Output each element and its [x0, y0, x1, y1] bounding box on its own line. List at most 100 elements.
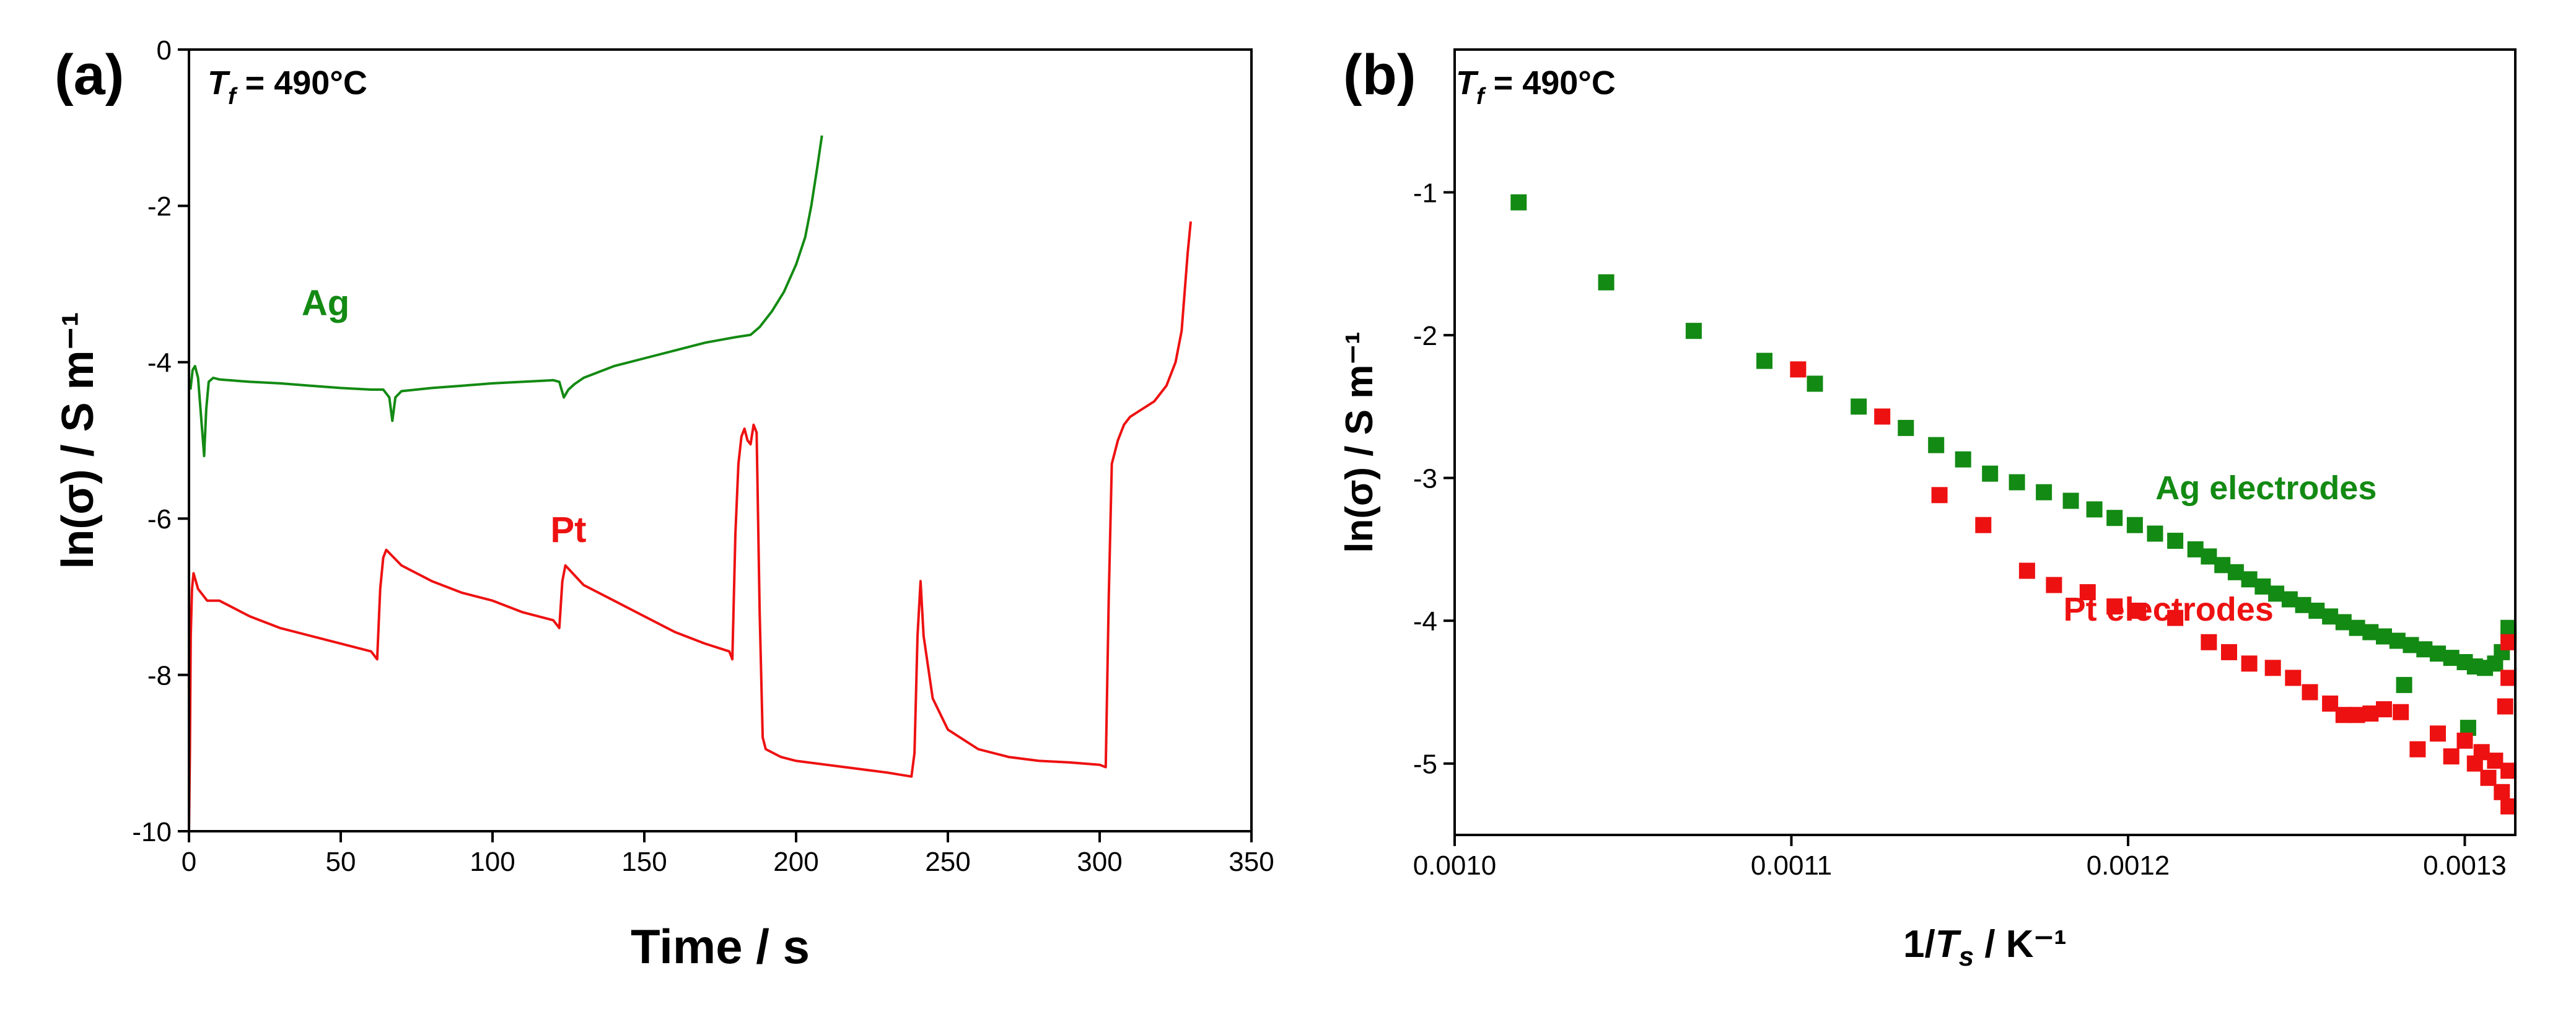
plot-frame-b — [1453, 48, 2517, 836]
y-tick-label: -4 — [147, 348, 172, 378]
data-point — [2036, 484, 2052, 500]
y-tick-label: -5 — [1413, 749, 1437, 780]
data-point — [2241, 571, 2258, 588]
data-point — [1598, 274, 1614, 290]
data-point — [1931, 487, 1948, 504]
x-tick-label: 0.0010 — [1413, 850, 1497, 881]
data-point — [2376, 701, 2392, 718]
data-point — [1898, 419, 1914, 436]
data-point — [1955, 451, 1971, 468]
x-tick-label: 0.0011 — [1751, 850, 1832, 881]
y-tick-label: -10 — [132, 817, 172, 847]
data-point — [2285, 670, 2302, 686]
chart-a: (a) Tf = 490°C 0 50 100 150 200 250 300 350 0 -2 -… — [53, 35, 1274, 974]
series-line-pt — [188, 221, 1192, 832]
data-point — [1851, 398, 1867, 415]
data-point — [2046, 577, 2062, 593]
panel-label-b: (b) — [1343, 43, 1416, 107]
series-b — [1510, 194, 2517, 815]
data-point — [2430, 645, 2446, 662]
x-tick-label: 350 — [1229, 847, 1274, 877]
annotation-b: Tf = 490°C — [1456, 64, 1616, 110]
y-tick-label: -3 — [1413, 463, 1437, 494]
panel-label-a: (a) — [55, 43, 124, 107]
data-point — [2241, 655, 2258, 672]
y-axis-label-b: ln(σ) / S m⁻¹ — [1338, 331, 1381, 553]
data-point — [2079, 584, 2096, 601]
annotation-a-subscript: f — [228, 84, 238, 110]
data-point — [2201, 634, 2217, 650]
data-point — [2254, 578, 2271, 595]
y-tick-label: -2 — [147, 191, 172, 222]
series-label: Ag electrodes — [2155, 470, 2377, 507]
annotation-b-subscript: f — [1476, 84, 1486, 110]
data-point — [2500, 798, 2517, 815]
data-point — [2443, 748, 2460, 765]
ticks-b: 0.0010 0.0011 0.0012 0.0013 -1 -2 -3 -4 -5 — [1413, 178, 2507, 881]
series-labels-a: Ag Pt — [302, 283, 587, 550]
data-point — [2500, 634, 2517, 650]
x-tick-label: 50 — [326, 847, 356, 877]
data-point — [2167, 609, 2184, 626]
series-labels-b: Ag electrodes Pt electrodes — [2064, 470, 2377, 628]
data-point — [2500, 619, 2517, 636]
data-point — [2416, 641, 2433, 658]
annotation-b-rest: = 490°C — [1484, 64, 1616, 102]
data-point — [2494, 784, 2510, 800]
data-point — [2295, 596, 2311, 613]
data-point — [2409, 741, 2426, 758]
x-axis-label-b-prefix: 1/ — [1903, 923, 1935, 966]
data-point — [2126, 517, 2143, 533]
data-point — [1510, 194, 1527, 211]
series-label: Pt electrodes — [2064, 591, 2274, 628]
data-point — [2147, 525, 2163, 542]
y-tick-label: -1 — [1413, 178, 1437, 208]
data-point — [2221, 644, 2237, 660]
data-point — [1928, 437, 1945, 453]
data-point — [1807, 375, 1823, 392]
data-point — [2227, 564, 2244, 580]
y-tick-label: -4 — [1413, 606, 1437, 637]
data-point — [2018, 562, 2035, 579]
data-point — [2497, 698, 2513, 715]
x-tick-label: 0.0013 — [2423, 850, 2507, 881]
y-axis-label-a: ln(σ) / S m⁻¹ — [53, 312, 103, 569]
data-point — [2389, 632, 2406, 649]
x-tick-label: 200 — [773, 847, 818, 877]
ticks-a: 0 50 100 150 200 250 300 350 0 -2 -4 -6 -8 -10 — [132, 35, 1274, 877]
x-axis-label-b-subscript: s — [1959, 941, 1974, 972]
x-tick-label: 100 — [470, 847, 515, 877]
data-point — [2322, 608, 2339, 625]
data-point — [2349, 619, 2365, 636]
data-point — [2393, 704, 2409, 720]
data-point — [2500, 670, 2517, 686]
annotation-a: Tf = 490°C — [208, 64, 367, 110]
y-tick-label: -2 — [1413, 321, 1437, 351]
data-point — [2106, 598, 2123, 615]
series-label: Pt — [551, 510, 587, 550]
data-point — [2443, 650, 2460, 666]
data-point — [2396, 676, 2412, 693]
data-point — [2062, 492, 2079, 509]
data-point — [2500, 762, 2517, 779]
data-point — [1790, 361, 1807, 378]
plot-frame-a — [188, 48, 1253, 832]
data-point — [2335, 614, 2352, 631]
data-point — [2473, 744, 2490, 761]
data-point — [2480, 769, 2497, 786]
data-point — [1685, 323, 1702, 339]
data-point — [2430, 725, 2446, 742]
data-point — [1982, 465, 1999, 482]
data-point — [2308, 603, 2325, 619]
data-point — [2106, 510, 2123, 526]
x-axis-label-b: 1/Ts / K⁻¹ — [1903, 923, 2067, 972]
data-point — [2130, 603, 2147, 619]
data-point — [2214, 557, 2231, 574]
data-point — [2281, 591, 2298, 608]
data-point — [2264, 660, 2281, 676]
x-axis-label-b-suffix: / K⁻¹ — [1974, 923, 2067, 966]
data-point — [2456, 732, 2473, 749]
x-tick-label: 150 — [621, 847, 667, 877]
x-tick-label: 250 — [925, 847, 970, 877]
